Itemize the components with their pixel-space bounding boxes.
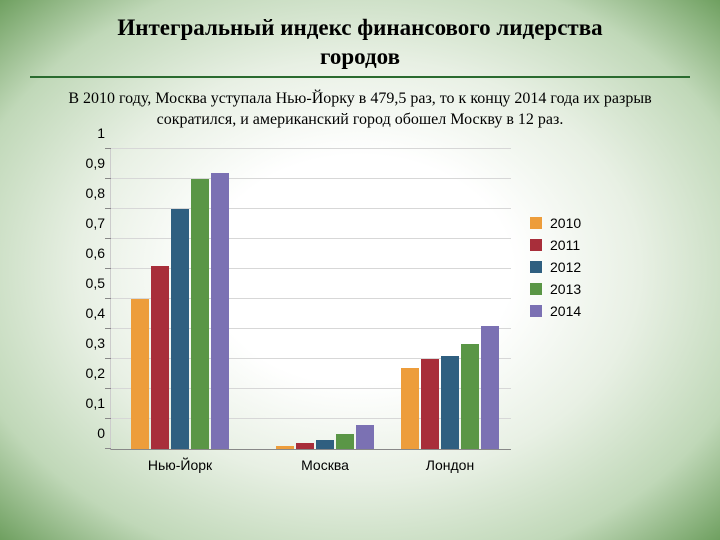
- bar-group: Лондон: [401, 326, 499, 449]
- y-tick-mark: [105, 178, 111, 179]
- page-subtitle: В 2010 году, Москва уступала Нью-Йорку в…: [20, 88, 700, 131]
- y-tick-mark: [105, 238, 111, 239]
- bar: [356, 425, 374, 449]
- bar: [481, 326, 499, 449]
- bar: [211, 173, 229, 449]
- legend-label: 2014: [550, 303, 581, 319]
- category-label: Москва: [276, 457, 374, 473]
- legend-swatch: [530, 239, 542, 251]
- subtitle-line2: сократился, и американский город обошел …: [157, 111, 564, 128]
- y-tick-label: 0,4: [86, 305, 105, 321]
- legend-label: 2011: [550, 237, 580, 253]
- bar-group: Нью-Йорк: [131, 173, 229, 449]
- legend-item: 2013: [530, 281, 581, 297]
- title-line1: Интегральный индекс финансового лидерств…: [117, 15, 602, 40]
- legend-label: 2012: [550, 259, 581, 275]
- gridline: [111, 148, 511, 149]
- chart-legend: 2010 2011 2012 2013 2014: [530, 209, 581, 325]
- y-tick-mark: [105, 208, 111, 209]
- bar-group: Москва: [276, 425, 374, 449]
- y-tick-label: 0,5: [86, 275, 105, 291]
- page-title: Интегральный индекс финансового лидерств…: [20, 14, 700, 72]
- legend-item: 2011: [530, 237, 581, 253]
- title-line2: городов: [320, 44, 400, 69]
- legend-swatch: [530, 283, 542, 295]
- y-tick-label: 1: [97, 125, 105, 141]
- plot-area: 00,10,20,30,40,50,60,70,80,91Нью-ЙоркМос…: [110, 149, 511, 450]
- y-tick-label: 0,3: [86, 335, 105, 351]
- bar: [401, 368, 419, 449]
- legend-item: 2010: [530, 215, 581, 231]
- title-underline: [30, 76, 690, 78]
- y-tick-label: 0,9: [86, 155, 105, 171]
- bar: [336, 434, 354, 449]
- y-tick-mark: [105, 268, 111, 269]
- bar: [191, 179, 209, 449]
- bar: [316, 440, 334, 449]
- y-tick-label: 0,8: [86, 185, 105, 201]
- y-tick-label: 0,1: [86, 395, 105, 411]
- y-tick-mark: [105, 148, 111, 149]
- legend-swatch: [530, 305, 542, 317]
- bar: [151, 266, 169, 449]
- subtitle-line1: В 2010 году, Москва уступала Нью-Йорку в…: [68, 90, 651, 107]
- bar: [421, 359, 439, 449]
- y-tick-mark: [105, 448, 111, 449]
- bar: [276, 446, 294, 449]
- bar: [171, 209, 189, 449]
- y-tick-mark: [105, 388, 111, 389]
- y-tick-label: 0,2: [86, 365, 105, 381]
- bar: [296, 443, 314, 449]
- legend-item: 2012: [530, 259, 581, 275]
- category-label: Нью-Йорк: [131, 457, 229, 473]
- y-tick-mark: [105, 418, 111, 419]
- bar: [441, 356, 459, 449]
- legend-label: 2010: [550, 215, 581, 231]
- y-tick-mark: [105, 298, 111, 299]
- bar-chart: 00,10,20,30,40,50,60,70,80,91Нью-ЙоркМос…: [60, 149, 660, 489]
- y-tick-label: 0,6: [86, 245, 105, 261]
- y-tick-mark: [105, 328, 111, 329]
- bar: [131, 299, 149, 449]
- legend-swatch: [530, 217, 542, 229]
- legend-item: 2014: [530, 303, 581, 319]
- legend-label: 2013: [550, 281, 581, 297]
- bar: [461, 344, 479, 449]
- legend-swatch: [530, 261, 542, 273]
- y-tick-mark: [105, 358, 111, 359]
- category-label: Лондон: [401, 457, 499, 473]
- y-tick-label: 0: [97, 425, 105, 441]
- y-tick-label: 0,7: [86, 215, 105, 231]
